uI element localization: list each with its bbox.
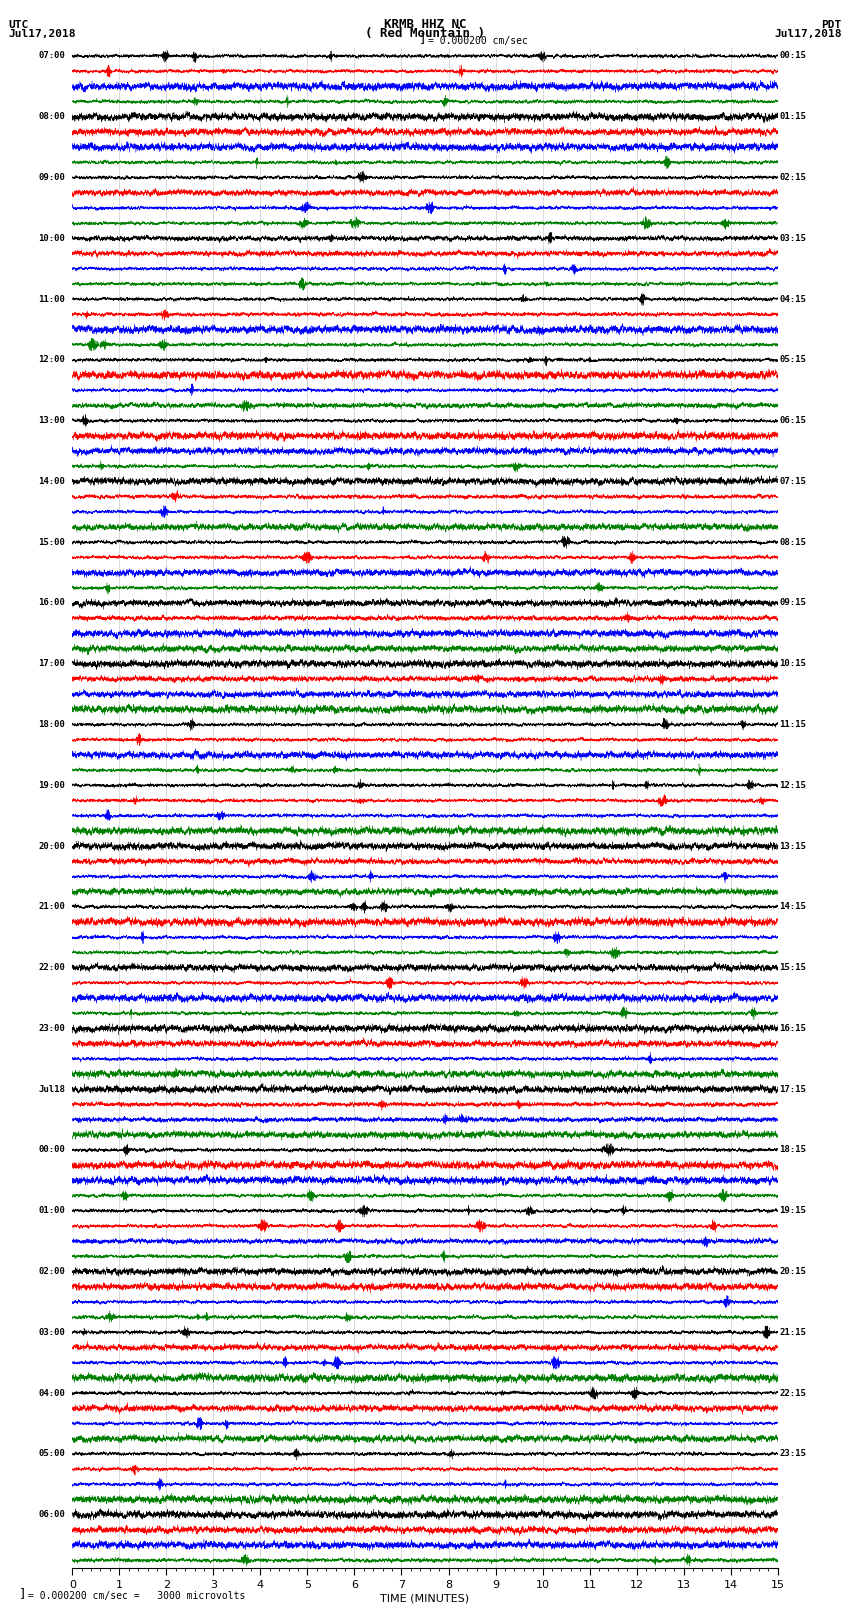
Text: 08:00: 08:00 xyxy=(38,113,65,121)
Text: 23:00: 23:00 xyxy=(38,1024,65,1032)
Text: 20:00: 20:00 xyxy=(38,842,65,850)
Text: 17:15: 17:15 xyxy=(779,1084,806,1094)
Text: 07:00: 07:00 xyxy=(38,52,65,60)
Text: 17:00: 17:00 xyxy=(38,660,65,668)
Text: 16:15: 16:15 xyxy=(779,1024,806,1032)
Text: 16:00: 16:00 xyxy=(38,598,65,608)
Text: 08:15: 08:15 xyxy=(779,537,806,547)
Text: 00:00: 00:00 xyxy=(38,1145,65,1155)
Text: 06:15: 06:15 xyxy=(779,416,806,426)
Text: 03:00: 03:00 xyxy=(38,1327,65,1337)
Text: ]: ] xyxy=(19,1587,26,1600)
Text: 23:15: 23:15 xyxy=(779,1450,806,1458)
Text: 13:15: 13:15 xyxy=(779,842,806,850)
Text: 12:15: 12:15 xyxy=(779,781,806,790)
Text: 20:15: 20:15 xyxy=(779,1268,806,1276)
Text: KRMB HHZ NC: KRMB HHZ NC xyxy=(383,18,467,31)
Text: 10:15: 10:15 xyxy=(779,660,806,668)
Text: Jul17,2018: Jul17,2018 xyxy=(774,29,842,39)
Text: 09:15: 09:15 xyxy=(779,598,806,608)
Text: 14:15: 14:15 xyxy=(779,902,806,911)
Text: 15:00: 15:00 xyxy=(38,537,65,547)
Text: 21:15: 21:15 xyxy=(779,1327,806,1337)
Text: Jul17,2018: Jul17,2018 xyxy=(8,29,76,39)
Text: 07:15: 07:15 xyxy=(779,477,806,486)
Text: 04:00: 04:00 xyxy=(38,1389,65,1397)
Text: 01:00: 01:00 xyxy=(38,1207,65,1215)
Text: 18:00: 18:00 xyxy=(38,719,65,729)
Text: = 0.000200 cm/sec: = 0.000200 cm/sec xyxy=(428,35,527,45)
Text: 02:15: 02:15 xyxy=(779,173,806,182)
Text: 19:15: 19:15 xyxy=(779,1207,806,1215)
Text: 13:00: 13:00 xyxy=(38,416,65,426)
Text: 15:15: 15:15 xyxy=(779,963,806,973)
Text: 12:00: 12:00 xyxy=(38,355,65,365)
X-axis label: TIME (MINUTES): TIME (MINUTES) xyxy=(381,1594,469,1603)
Text: Jul18: Jul18 xyxy=(38,1084,65,1094)
Text: 19:00: 19:00 xyxy=(38,781,65,790)
Text: 11:00: 11:00 xyxy=(38,295,65,303)
Text: PDT: PDT xyxy=(821,19,842,31)
Text: 06:00: 06:00 xyxy=(38,1510,65,1519)
Text: 02:00: 02:00 xyxy=(38,1268,65,1276)
Text: ( Red Mountain ): ( Red Mountain ) xyxy=(365,26,485,39)
Text: ]: ] xyxy=(419,32,427,45)
Text: 01:15: 01:15 xyxy=(779,113,806,121)
Text: = 0.000200 cm/sec =   3000 microvolts: = 0.000200 cm/sec = 3000 microvolts xyxy=(28,1590,246,1600)
Text: 04:15: 04:15 xyxy=(779,295,806,303)
Text: 00:15: 00:15 xyxy=(779,52,806,60)
Text: 03:15: 03:15 xyxy=(779,234,806,244)
Text: 22:15: 22:15 xyxy=(779,1389,806,1397)
Text: 21:00: 21:00 xyxy=(38,902,65,911)
Text: 11:15: 11:15 xyxy=(779,719,806,729)
Text: 22:00: 22:00 xyxy=(38,963,65,973)
Text: 05:15: 05:15 xyxy=(779,355,806,365)
Text: 18:15: 18:15 xyxy=(779,1145,806,1155)
Text: 14:00: 14:00 xyxy=(38,477,65,486)
Text: UTC: UTC xyxy=(8,19,29,31)
Text: 05:00: 05:00 xyxy=(38,1450,65,1458)
Text: 10:00: 10:00 xyxy=(38,234,65,244)
Text: 09:00: 09:00 xyxy=(38,173,65,182)
